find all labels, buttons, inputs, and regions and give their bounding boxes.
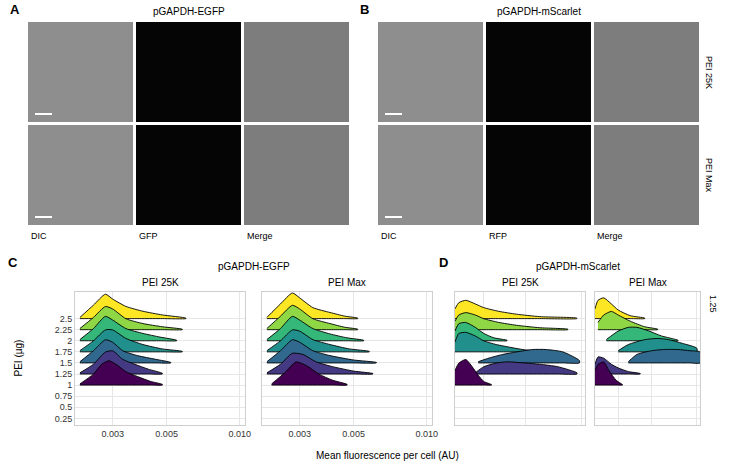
svg-text:PEI Max: PEI Max	[629, 277, 667, 288]
svg-text:2.25: 2.25	[55, 325, 73, 335]
svg-text:DIC: DIC	[381, 231, 397, 241]
svg-text:pGAPDH-mScarlet: pGAPDH-mScarlet	[497, 6, 581, 17]
svg-text:Merge: Merge	[247, 231, 273, 241]
svg-text:0.75: 0.75	[55, 391, 73, 401]
svg-text:1.25: 1.25	[55, 369, 73, 379]
svg-text:0.25: 0.25	[55, 414, 73, 424]
svg-text:DIC: DIC	[31, 231, 47, 241]
svg-text:0.010: 0.010	[229, 429, 252, 439]
svg-text:1: 1	[67, 380, 72, 390]
svg-text:PEI 25K: PEI 25K	[142, 277, 179, 288]
svg-text:PEI 25K: PEI 25K	[502, 277, 539, 288]
svg-text:PEI Max: PEI Max	[328, 277, 366, 288]
svg-text:1.75: 1.75	[55, 347, 73, 357]
svg-text:B: B	[360, 2, 369, 17]
svg-text:0.010: 0.010	[416, 429, 439, 439]
svg-text:1.5: 1.5	[60, 358, 73, 368]
svg-text:GFP: GFP	[139, 231, 158, 241]
svg-text:0.003: 0.003	[288, 429, 311, 439]
svg-text:RFP: RFP	[489, 231, 507, 241]
svg-text:0.5: 0.5	[60, 402, 73, 412]
svg-text:PEI 25K: PEI 25K	[704, 56, 714, 89]
svg-text:pGAPDH-mScarlet: pGAPDH-mScarlet	[536, 261, 620, 272]
svg-text:pGAPDH-EGFP: pGAPDH-EGFP	[218, 261, 290, 272]
svg-text:1.25: 1.25	[708, 295, 718, 313]
svg-text:2: 2	[67, 336, 72, 346]
svg-text:A: A	[10, 2, 20, 17]
svg-text:0.003: 0.003	[101, 429, 124, 439]
svg-text:0.005: 0.005	[155, 429, 178, 439]
svg-text:Merge: Merge	[597, 231, 623, 241]
svg-text:0.005: 0.005	[342, 429, 365, 439]
svg-text:D: D	[439, 255, 448, 270]
svg-text:C: C	[8, 255, 18, 270]
svg-text:Mean fluorescence per cell (AU: Mean fluorescence per cell (AU)	[316, 450, 459, 461]
svg-text:pGAPDH-EGFP: pGAPDH-EGFP	[153, 6, 225, 17]
svg-text:2.5: 2.5	[60, 314, 73, 324]
svg-text:PEI (µg): PEI (µg)	[13, 340, 24, 377]
svg-text:PEI Max: PEI Max	[704, 158, 714, 193]
